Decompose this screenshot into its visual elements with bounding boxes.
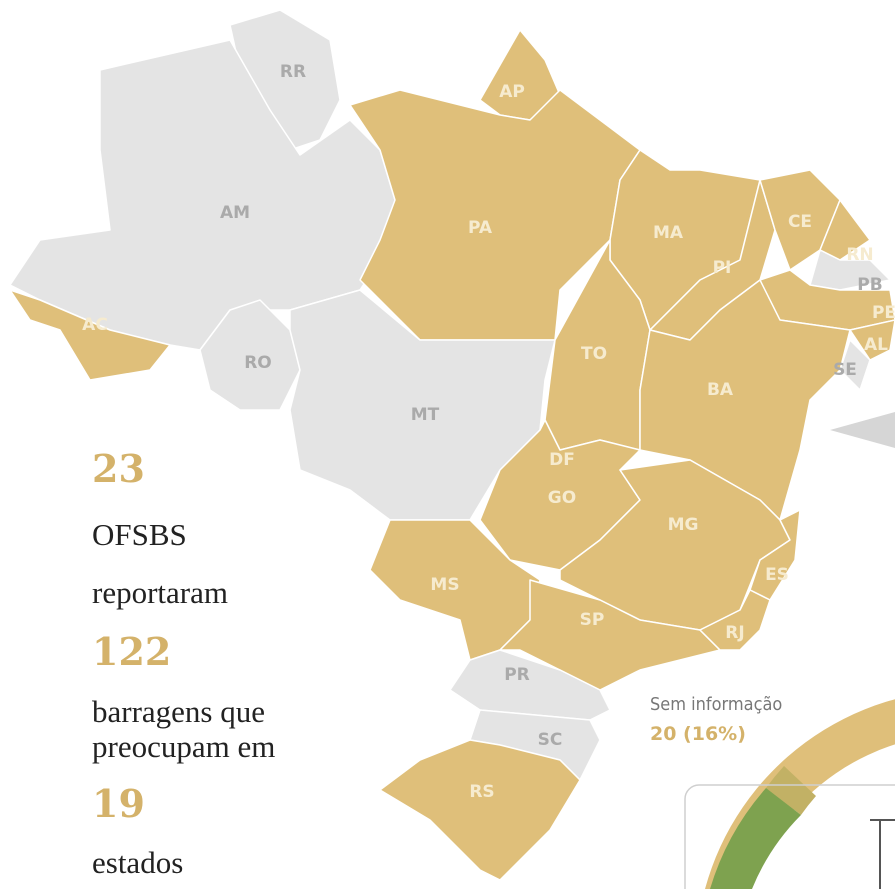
stat-number: 23 bbox=[92, 446, 145, 491]
stat-number: 122 bbox=[92, 629, 171, 674]
state-label: PI bbox=[713, 258, 732, 278]
state-shape bbox=[699, 589, 771, 651]
state-label: GO bbox=[548, 488, 576, 508]
state-label: MT bbox=[411, 405, 440, 425]
state-label: PR bbox=[504, 665, 530, 685]
legend-value: 20 (16%) bbox=[650, 723, 746, 745]
stat-text: estados bbox=[92, 845, 183, 880]
state-label: AP bbox=[499, 82, 525, 102]
state-label: RR bbox=[280, 62, 306, 82]
state-label: SP bbox=[580, 610, 605, 630]
stat-text: reportaram bbox=[92, 575, 228, 610]
stat-text: barragens que bbox=[92, 694, 265, 729]
state-label: PB bbox=[857, 275, 882, 295]
stat-text: preocupam em bbox=[92, 729, 275, 764]
states: RR AP AM PA AC RO MT MA TO PI CE RN PB PE AL SE BA DF GO MG… bbox=[9, 9, 895, 881]
state-label: PA bbox=[468, 218, 493, 238]
state-label: MS bbox=[430, 575, 459, 595]
state-label: RJ bbox=[725, 623, 744, 643]
state-label: SE bbox=[833, 360, 857, 380]
donut-segment bbox=[710, 788, 801, 889]
state-label: RO bbox=[244, 353, 272, 373]
state-label: AL bbox=[864, 335, 888, 355]
state-label: DF bbox=[549, 450, 575, 470]
legend-label: Sem informação bbox=[650, 694, 782, 715]
state-label: SC bbox=[538, 730, 563, 750]
stat-number: 19 bbox=[92, 781, 145, 826]
state-label: TO bbox=[581, 344, 607, 364]
state-shape bbox=[379, 739, 581, 881]
state-label: CE bbox=[788, 212, 812, 232]
state-shape bbox=[449, 649, 611, 721]
state-label: AC bbox=[82, 315, 108, 335]
stat-text: OFSBS bbox=[92, 517, 187, 552]
state-label: RS bbox=[469, 782, 494, 802]
state-label: RN bbox=[846, 245, 873, 265]
state-shape bbox=[839, 339, 871, 391]
state-label: MG bbox=[668, 515, 699, 535]
state-shape bbox=[9, 289, 171, 381]
state-label: BA bbox=[707, 380, 734, 400]
legend-box bbox=[684, 784, 895, 889]
decoration bbox=[870, 819, 895, 889]
donut-segment bbox=[766, 766, 816, 815]
state-label: PE bbox=[872, 303, 895, 323]
state-label: ES bbox=[765, 565, 789, 585]
state-label: MA bbox=[653, 223, 684, 243]
arrow bbox=[830, 412, 895, 448]
state-label: AM bbox=[220, 203, 250, 223]
state-shape bbox=[849, 319, 895, 361]
